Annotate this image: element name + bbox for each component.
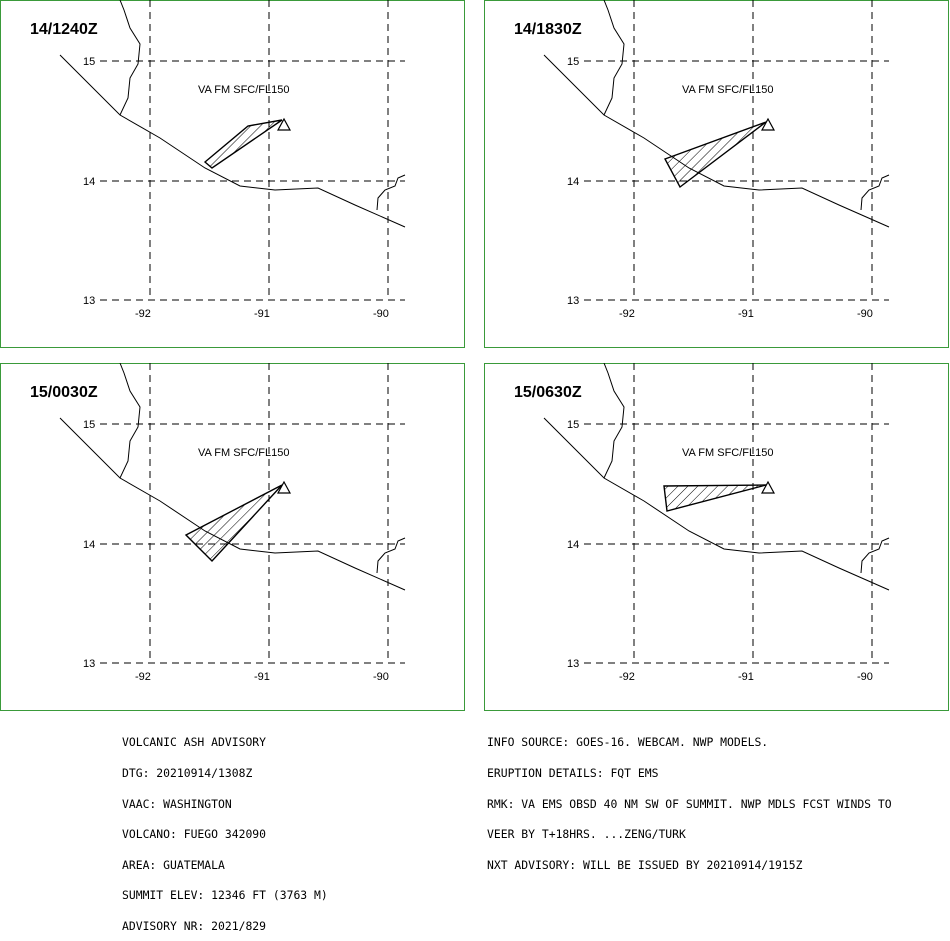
lon-tick-label: -92 xyxy=(135,308,151,320)
lat-tick-label: 14 xyxy=(567,539,579,551)
map-panel-4: 15/0630Z VA FM SFC/FL150 15 14 13 -92 -9… xyxy=(484,363,949,711)
volcano-icon xyxy=(760,117,776,131)
lat-tick-label: 13 xyxy=(83,295,95,307)
lat-lon-grid xyxy=(100,363,405,664)
border-east xyxy=(376,537,406,574)
lat-lon-grid xyxy=(100,0,405,301)
time-label: 14/1240Z xyxy=(30,21,98,38)
lon-tick-label: -90 xyxy=(373,671,389,683)
time-label: 15/0030Z xyxy=(30,384,98,401)
lon-tick-label: -90 xyxy=(857,308,873,320)
lon-tick-label: -92 xyxy=(619,671,635,683)
lon-tick-label: -90 xyxy=(373,308,389,320)
lat-tick-label: 15 xyxy=(83,419,95,431)
lat-lon-grid xyxy=(584,0,889,301)
lat-tick-label: 14 xyxy=(83,539,95,551)
advisory-volcano: VOLCANO: FUEGO 342090 xyxy=(122,827,267,842)
lon-tick-label: -91 xyxy=(738,308,754,320)
coastline xyxy=(59,54,406,228)
advisory-info-source: INFO SOURCE: GOES-16. WEBCAM. NWP MODELS… xyxy=(487,735,769,750)
lon-tick-label: -92 xyxy=(135,671,151,683)
advisory-number: ADVISORY NR: 2021/829 xyxy=(122,918,267,933)
panel-frame xyxy=(484,0,949,348)
lon-tick-label: -91 xyxy=(254,671,270,683)
advisory-header-block: VOLCANIC ASH ADVISORY DTG: 20210914/1308… xyxy=(122,717,328,941)
panel-frame xyxy=(0,0,465,348)
border-east xyxy=(376,174,406,211)
volcano-icon xyxy=(276,117,292,131)
lat-tick-label: 15 xyxy=(83,56,95,68)
va-level-label: VA FM SFC/FL150 xyxy=(198,84,290,96)
lat-tick-label: 14 xyxy=(567,176,579,188)
ash-cloud-polygon xyxy=(664,121,767,189)
lat-tick-label: 15 xyxy=(567,419,579,431)
va-level-label: VA FM SFC/FL150 xyxy=(198,447,290,459)
border-west xyxy=(119,363,141,479)
coastline xyxy=(59,417,406,591)
advisory-area: AREA: GUATEMALA xyxy=(122,857,225,872)
lat-tick-label: 13 xyxy=(567,295,579,307)
lon-tick-label: -91 xyxy=(738,671,754,683)
border-east xyxy=(860,174,890,211)
volcano-icon xyxy=(276,480,292,494)
advisory-title: VOLCANIC ASH ADVISORY xyxy=(122,735,267,750)
lon-tick-label: -90 xyxy=(857,671,873,683)
lon-tick-label: -92 xyxy=(619,308,635,320)
border-west xyxy=(603,0,625,116)
volcano-icon xyxy=(760,480,776,494)
map-panel-3: 15/0030Z VA FM SFC/FL150 15 14 13 -92 -9… xyxy=(0,363,465,711)
coastline xyxy=(543,417,890,591)
va-level-label: VA FM SFC/FL150 xyxy=(682,447,774,459)
lat-tick-label: 13 xyxy=(567,658,579,670)
lat-tick-label: 14 xyxy=(83,176,95,188)
advisory-dtg: DTG: 20210914/1308Z xyxy=(122,766,253,780)
lon-tick-label: -91 xyxy=(254,308,270,320)
ash-cloud-polygon xyxy=(663,484,767,512)
ash-cloud-polygon xyxy=(184,484,283,563)
panel-frame xyxy=(0,363,465,711)
border-west xyxy=(119,0,141,116)
time-label: 14/1830Z xyxy=(514,21,582,38)
ash-cloud-polygon xyxy=(203,119,283,169)
advisory-vaac: VAAC: WASHINGTON xyxy=(122,796,232,811)
map-panel-1: 14/1240Z VA FM SFC/FL150 15 14 13 -92 -9… xyxy=(0,0,465,348)
border-east xyxy=(860,537,890,574)
advisory-details-block: INFO SOURCE: GOES-16. WEBCAM. NWP MODELS… xyxy=(487,717,892,880)
lat-tick-label: 13 xyxy=(83,658,95,670)
border-west xyxy=(603,363,625,479)
lat-lon-grid xyxy=(584,363,889,664)
coastline xyxy=(543,54,890,228)
panel-frame xyxy=(484,363,949,711)
time-label: 15/0630Z xyxy=(514,384,582,401)
advisory-eruption-details: ERUPTION DETAILS: FQT EMS xyxy=(487,766,659,780)
map-panel-2: 14/1830Z VA FM SFC/FL150 15 14 13 -92 -9… xyxy=(484,0,949,348)
advisory-next: NXT ADVISORY: WILL BE ISSUED BY 20210914… xyxy=(487,857,803,872)
advisory-remarks-cont: VEER BY T+18HRS. ...ZENG/TURK xyxy=(487,827,686,842)
advisory-summit-elev: SUMMIT ELEV: 12346 FT (3763 M) xyxy=(122,888,328,903)
va-level-label: VA FM SFC/FL150 xyxy=(682,84,774,96)
advisory-remarks: RMK: VA EMS OBSD 40 NM SW OF SUMMIT. NWP… xyxy=(487,796,892,811)
lat-tick-label: 15 xyxy=(567,56,579,68)
